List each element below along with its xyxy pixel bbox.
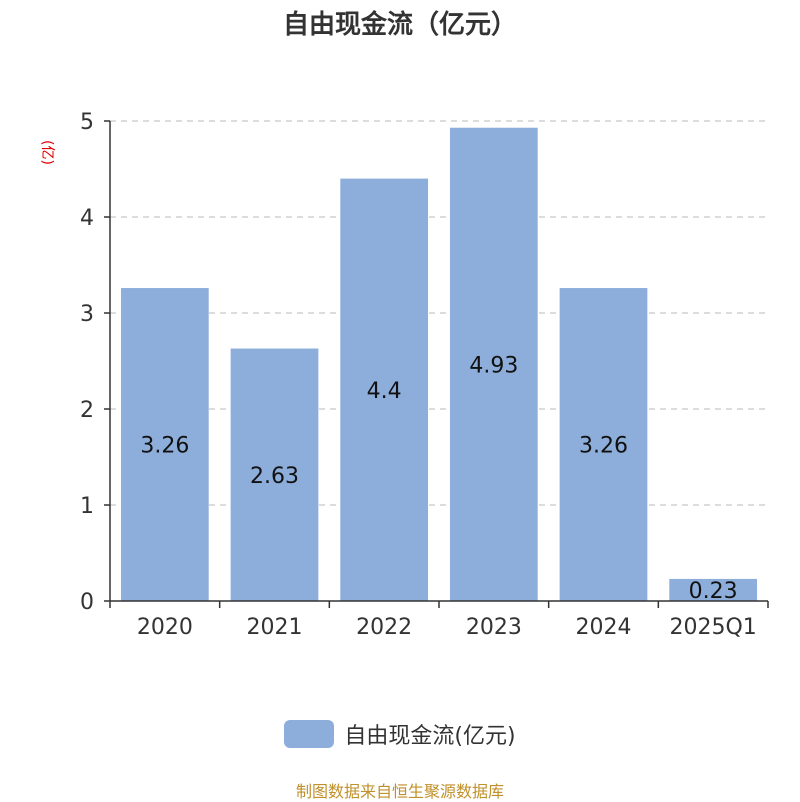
chart-title: 自由现金流（亿元） (282, 10, 517, 40)
legend-label: 自由现金流(亿元) (344, 724, 516, 749)
x-tick-label: 2025Q1 (670, 615, 757, 640)
bar-2021 (230, 348, 319, 601)
y-tick-label: 5 (80, 110, 94, 135)
data-label: 4.93 (469, 353, 518, 378)
x-tick-label: 2022 (356, 615, 412, 640)
data-label: 3.26 (579, 434, 628, 459)
x-tick-label: 2020 (137, 615, 193, 640)
x-tick-label: 2023 (466, 615, 522, 640)
y-tick-label: 2 (80, 398, 94, 423)
data-label: 4.4 (367, 379, 402, 404)
x-tick-label: 2024 (576, 615, 632, 640)
y-tick-label: 1 (80, 494, 94, 519)
data-label: 0.23 (689, 579, 738, 604)
bar-2022 (340, 178, 429, 601)
y-tick-label: 3 (80, 302, 94, 327)
bar-chart: 0 1 2 3 4 5 3.26 2.63 4.4 4.93 3.26 0.23 2020 2021 202… (80, 110, 769, 640)
x-tick-label: 2021 (247, 615, 303, 640)
y-tick-label: 4 (80, 206, 94, 231)
data-label: 3.26 (140, 434, 189, 459)
legend-swatch[interactable] (284, 720, 335, 748)
y-tick-label: 0 (80, 590, 94, 615)
bar-2024 (559, 288, 648, 601)
bar-2025Q1 (669, 578, 758, 601)
bar-2020 (120, 288, 209, 601)
source-note: 制图数据来自恒生聚源数据库 (295, 782, 504, 801)
bar-2023 (449, 127, 538, 601)
data-label: 2.63 (250, 464, 299, 489)
legend: 自由现金流(亿元) (0, 718, 800, 750)
